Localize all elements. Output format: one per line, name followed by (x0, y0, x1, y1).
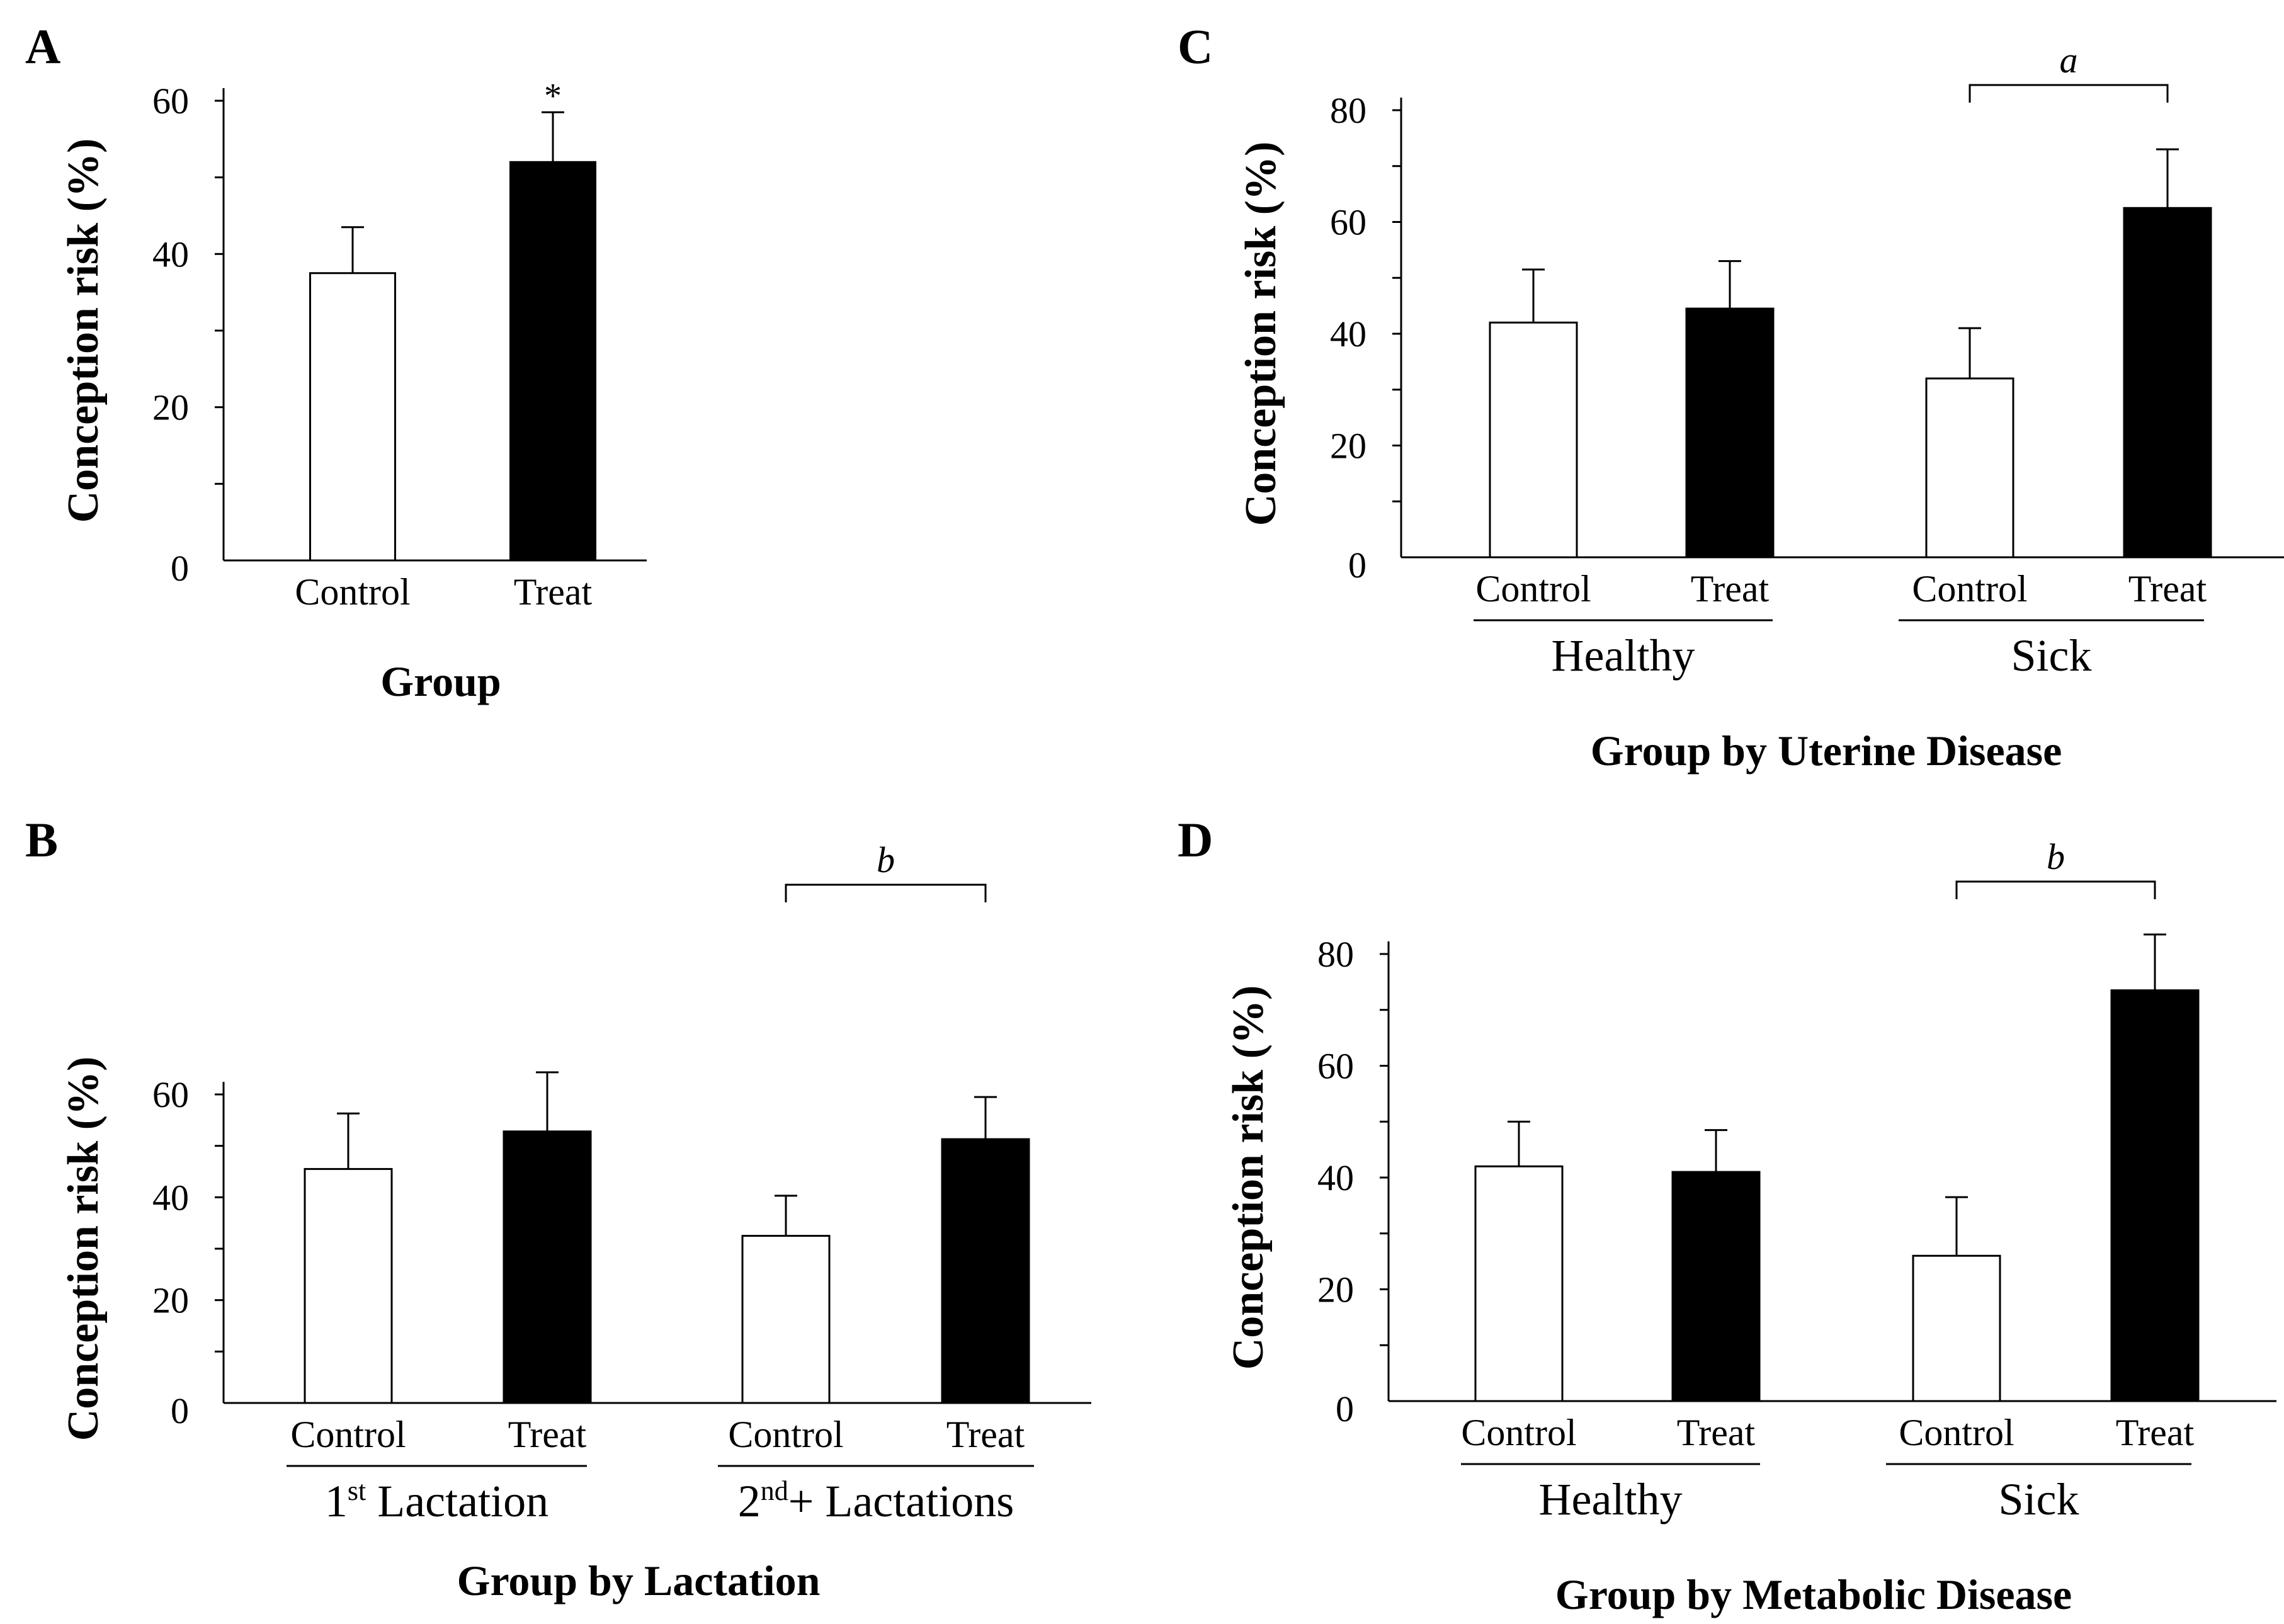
panel-letter-d: D (1178, 812, 1213, 867)
category-label: Treat (508, 1414, 587, 1455)
panel-letter-b: B (25, 812, 58, 867)
significance-bracket (1969, 84, 2169, 103)
panel-b: B 0 20 40 60 Conception risk (%) Control Treat… (25, 812, 1091, 1604)
x-axis-title: Group by Lactation (457, 1557, 821, 1604)
y-tick-label: 60 (1317, 1046, 1354, 1087)
panel-letter-a: A (25, 19, 60, 74)
plot-c: 0 20 40 60 80 Conception risk (%) Control Treat… (1237, 40, 2284, 775)
category-label: Control (290, 1414, 406, 1455)
y-axis-label: Conception risk (%) (1237, 142, 1285, 526)
bar (941, 1138, 1030, 1404)
category-label: Treat (946, 1414, 1025, 1455)
x-axis-title: Group by Uterine Disease (1591, 727, 2062, 775)
group-label: Healthy (1539, 1474, 1683, 1525)
group-label: Healthy (1552, 630, 1695, 681)
y-tick-label: 20 (152, 387, 189, 428)
category-label: Control (1899, 1412, 2014, 1453)
y-tick-label: 40 (152, 234, 189, 275)
plot-b: 0 20 40 60 Conception risk (%) Control Treat Co… (59, 839, 1091, 1604)
significance-letter: a (2060, 40, 2078, 81)
category-label: Control (728, 1414, 843, 1455)
bar (1685, 307, 1775, 559)
y-tick-label: 20 (152, 1280, 189, 1321)
y-axis-label: Conception risk (%) (59, 139, 108, 523)
y-tick-label: 0 (1348, 545, 1366, 586)
bar (2110, 989, 2200, 1402)
y-tick-label: 80 (1330, 90, 1366, 131)
panel-d: D 0 20 40 60 80 Conception risk (%) Control Tre… (1178, 812, 2276, 1618)
group-label: Sick (1998, 1474, 2079, 1525)
category-label: Control (1461, 1412, 1576, 1453)
category-label: Treat (1677, 1412, 1756, 1453)
y-tick-label: 60 (1330, 202, 1366, 243)
y-tick-label: 0 (171, 1390, 189, 1431)
bar (741, 1235, 831, 1404)
category-label: Control (1912, 568, 2027, 610)
category-label: Treat (514, 571, 593, 613)
y-tick-label: 80 (1317, 934, 1354, 975)
significance-letter: b (2047, 836, 2065, 877)
bar (509, 161, 596, 562)
y-axis-label: Conception risk (%) (59, 1057, 108, 1441)
bar (1912, 1254, 2001, 1402)
significance-letter: b (877, 839, 895, 880)
y-tick-label: 0 (171, 548, 189, 589)
plot-a: 0 20 40 60 Conception risk (%) Control Treat Gr… (59, 76, 647, 705)
y-tick-label: 20 (1330, 426, 1366, 467)
panel-c: C 0 20 40 60 80 Conception risk (%) Control Tre… (1178, 19, 2284, 775)
y-axis-label: Conception risk (%) (1224, 985, 1273, 1370)
bar (304, 1167, 393, 1404)
category-label: Treat (1691, 568, 1770, 610)
y-tick-label: 40 (152, 1177, 189, 1218)
y-tick-label: 20 (1317, 1269, 1354, 1310)
y-tick-label: 40 (1330, 314, 1366, 355)
y-tick-label: 60 (152, 1074, 189, 1115)
category-label: Control (1475, 568, 1591, 610)
bar (1489, 321, 1578, 559)
bar (2123, 207, 2212, 559)
bar (1925, 377, 2014, 559)
panel-a: A 0 20 40 60 Conception risk (%) Control Treat… (25, 19, 647, 705)
significance-star: * (544, 76, 562, 115)
category-label: Treat (2116, 1412, 2195, 1453)
plot-d: 0 20 40 60 80 Conception risk (%) Control Treat… (1224, 836, 2276, 1618)
category-label: Control (295, 571, 410, 613)
significance-bracket (1955, 880, 2156, 899)
x-axis-title: Group by Metabolic Disease (1555, 1570, 2072, 1618)
x-axis-title: Group (380, 657, 501, 705)
category-label: Treat (2128, 568, 2207, 610)
y-tick-label: 60 (152, 81, 189, 122)
significance-bracket (785, 883, 987, 902)
y-tick-label: 40 (1317, 1157, 1354, 1198)
group-label: Sick (2011, 630, 2091, 681)
bar (1474, 1165, 1564, 1402)
group-label: 1st Lactation (325, 1475, 548, 1526)
bar (1671, 1171, 1761, 1402)
bar (309, 272, 396, 562)
bar (503, 1130, 592, 1404)
group-label: 2nd+ Lactations (738, 1475, 1014, 1526)
panel-letter-c: C (1178, 19, 1213, 74)
y-tick-label: 0 (1336, 1388, 1354, 1429)
